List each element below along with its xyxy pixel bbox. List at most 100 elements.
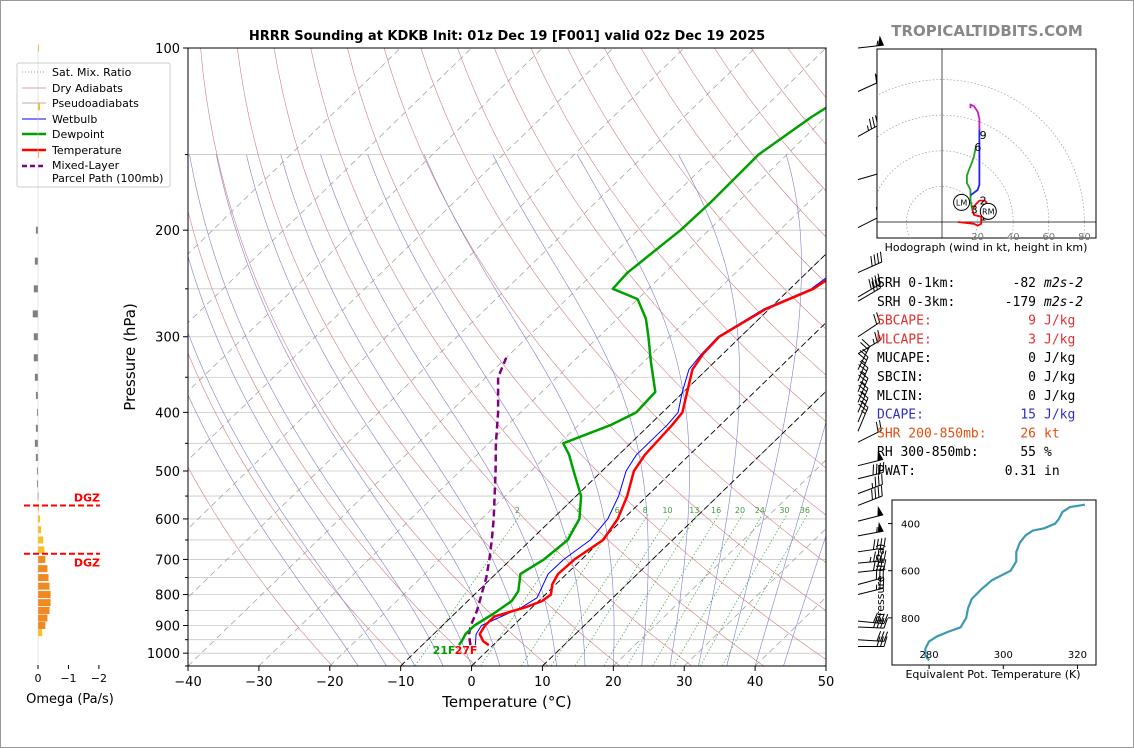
mixing-ratio-label: 2 <box>515 506 520 515</box>
barb-full <box>868 118 873 130</box>
surface-dewpoint-label: 21F <box>433 644 456 657</box>
mixing-ratio-line <box>480 514 583 666</box>
y-tick-label: 600 <box>155 513 180 528</box>
index-unit: J/kg <box>1044 370 1075 385</box>
barb-full <box>859 381 869 389</box>
barb-full <box>876 636 881 647</box>
omega-bar <box>38 574 49 582</box>
isotherm <box>258 116 826 666</box>
omega-bar <box>33 333 38 341</box>
moist-adiabat <box>216 154 472 666</box>
theta-x-tick-label: 300 <box>994 650 1013 661</box>
mixing-ratio-line <box>673 514 763 666</box>
hodograph-segment <box>969 129 981 197</box>
barb-full <box>870 255 873 267</box>
omega-bar <box>38 44 40 52</box>
barb-full <box>877 277 881 289</box>
mixing-ratio-label: 20 <box>735 506 745 515</box>
moist-adiabat <box>754 420 826 666</box>
moist-adiabat <box>367 154 586 666</box>
barb-full <box>858 394 867 402</box>
x-tick-label: 20 <box>605 675 622 690</box>
legend-entry: Mixed-Layer Parcel Path (100mb) <box>52 159 163 185</box>
isotherm <box>188 48 543 392</box>
barb-full <box>881 474 883 485</box>
index-value: 9 <box>1028 314 1036 329</box>
wind-barb <box>857 312 881 338</box>
index-label: DCAPE: <box>877 408 924 423</box>
moist-adiabat <box>320 154 557 666</box>
index-label: SBCAPE: <box>877 314 932 329</box>
barb-staff <box>857 620 884 625</box>
theta-y-tick-label: 600 <box>901 567 920 578</box>
omega-bar <box>38 151 40 159</box>
skewt-axes: −40 −30 −20 −10 0 10 20 30 40 50 100 200 300 400 500 60… <box>147 42 834 690</box>
dry-adiabat <box>188 352 405 666</box>
chart-title: HRRR Sounding at KDKB Init: 01z Dec 19 [… <box>249 29 765 44</box>
barb-full <box>859 391 869 399</box>
moist-adiabat <box>280 154 529 666</box>
barb-full <box>868 278 872 290</box>
theta-x-tick-label: 320 <box>1068 650 1087 661</box>
index-value: 26 <box>1020 426 1036 441</box>
hodograph-ring-label: 60 <box>1042 232 1055 243</box>
isotherm <box>188 48 826 666</box>
legend-entry: Pseudoadiabats <box>52 97 139 110</box>
wind-barb <box>858 636 888 648</box>
barb-full <box>877 486 880 498</box>
index-value: 0 <box>1028 389 1036 404</box>
omega-bar <box>36 480 38 488</box>
y-tick-label: 800 <box>155 589 180 604</box>
hodograph-height-label: 3 <box>971 204 978 217</box>
barb-staff <box>857 626 884 629</box>
barb-staff <box>857 430 882 443</box>
index-value: 0.31 <box>1005 464 1036 479</box>
omega-bar <box>36 408 38 416</box>
dry-adiabat <box>273 48 692 666</box>
omega-x-tick-label: 0 <box>35 672 42 685</box>
barb-full <box>859 360 869 369</box>
barb-full <box>880 636 884 647</box>
y-tick-label: 1000 <box>147 647 180 662</box>
isotherm <box>188 48 756 598</box>
barb-full <box>879 631 885 642</box>
mixing-ratio-label: 24 <box>755 506 765 515</box>
barb-full <box>871 116 876 128</box>
barb-staff <box>857 587 884 596</box>
barb-flag <box>877 450 884 461</box>
hodograph-height-label: 2 <box>980 195 987 208</box>
wind-barb <box>857 485 883 506</box>
omega-bar <box>35 391 38 399</box>
omega-bar <box>38 591 51 599</box>
omega-x-tick-label: −1 <box>60 672 76 685</box>
barb-staff <box>857 397 869 423</box>
omega-bar <box>33 285 38 293</box>
hodograph-ring-label: 40 <box>1007 232 1020 243</box>
moist-adiabat <box>783 534 826 666</box>
barb-full <box>859 371 869 379</box>
index-label: SRH 0-3km: <box>877 295 955 310</box>
barb-full <box>883 618 888 629</box>
isotherm <box>400 253 826 666</box>
wind-barb <box>857 35 884 49</box>
wind-barb <box>857 381 869 413</box>
dgz-label: DGZ <box>74 491 100 504</box>
index-unit: % <box>1044 445 1052 460</box>
omega-bar <box>38 515 41 523</box>
skewt-ylabel: Pressure (hPa) <box>121 303 139 411</box>
brand-label: TROPICALTIDBITS.COM <box>891 22 1083 40</box>
barb-full <box>871 277 875 288</box>
theta-e-xlabel: Equivalent Pot. Temperature (K) <box>905 668 1080 681</box>
dry-adiabat <box>457 48 826 516</box>
barb-half <box>862 348 867 354</box>
y-tick-label: 300 <box>155 331 180 346</box>
theta-y-tick-label: 400 <box>901 520 920 531</box>
barb-full <box>874 275 878 286</box>
omega-bar <box>38 103 41 111</box>
barb-full <box>859 349 869 358</box>
barb-half <box>872 338 875 345</box>
barb-half <box>860 370 866 375</box>
omega-bar <box>38 555 46 563</box>
barb-half <box>860 359 866 364</box>
